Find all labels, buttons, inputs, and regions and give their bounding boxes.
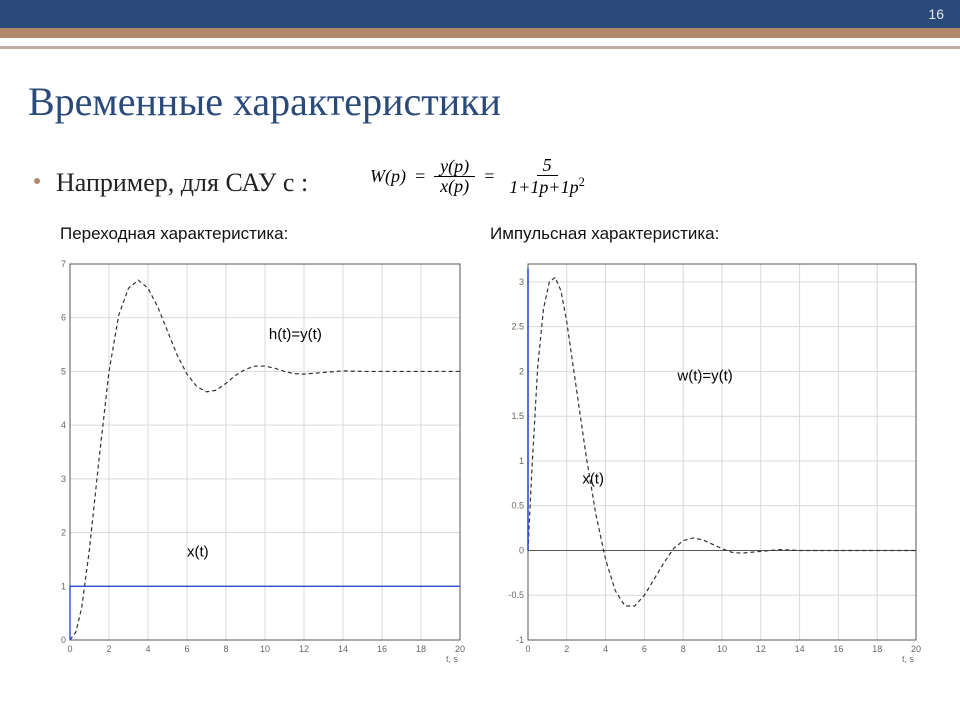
svg-text:0: 0: [525, 644, 530, 654]
svg-text:6: 6: [61, 313, 66, 323]
svg-text:2: 2: [519, 366, 524, 376]
svg-text:1: 1: [519, 456, 524, 466]
svg-text:0.5: 0.5: [511, 501, 524, 511]
svg-text:4: 4: [61, 420, 66, 430]
header-rule: [0, 46, 960, 49]
svg-text:8: 8: [223, 644, 228, 654]
series-label: w(t)=y(t): [676, 367, 732, 384]
svg-text:4: 4: [145, 644, 150, 654]
formula-frac-1: y(p) x(p): [434, 157, 475, 196]
svg-text:0: 0: [519, 545, 524, 555]
page-title: Временные характеристики: [28, 78, 501, 125]
left-chart-title: Переходная характеристика:: [60, 224, 288, 244]
series-label: x(t): [582, 470, 604, 487]
svg-text:5: 5: [61, 366, 66, 376]
svg-text:10: 10: [717, 644, 727, 654]
svg-text:2: 2: [106, 644, 111, 654]
svg-text:18: 18: [872, 644, 882, 654]
bullet-dot-icon: [34, 178, 40, 184]
svg-text:2.5: 2.5: [511, 322, 524, 332]
svg-text:0: 0: [67, 644, 72, 654]
header-accent: [0, 28, 960, 38]
transfer-function-formula: W(p) = y(p) x(p) = 5 1+1p+1p2: [370, 156, 591, 197]
svg-text:18: 18: [416, 644, 426, 654]
svg-text:16: 16: [833, 644, 843, 654]
svg-text:10: 10: [260, 644, 270, 654]
svg-text:3: 3: [519, 277, 524, 287]
svg-text:2: 2: [564, 644, 569, 654]
svg-text:7: 7: [61, 259, 66, 269]
svg-text:12: 12: [756, 644, 766, 654]
svg-text:8: 8: [681, 644, 686, 654]
svg-text:4: 4: [603, 644, 608, 654]
bullet-line: Например, для САУ с :: [34, 168, 308, 198]
svg-text:12: 12: [299, 644, 309, 654]
slide: 16 Временные характеристики Например, дл…: [0, 0, 960, 720]
svg-text:t, s: t, s: [902, 654, 915, 664]
right-chart: 0 2 4 6 8 10 12 14 16 18 20 -1 -0.5 0 0.5 1 1.5 2 2.5 3 t, s…: [492, 256, 922, 666]
formula-frac-2: 5 1+1p+1p2: [503, 156, 591, 197]
series-label: x(t): [187, 544, 209, 561]
svg-text:1.5: 1.5: [511, 411, 524, 421]
svg-text:20: 20: [911, 644, 921, 654]
svg-text:1: 1: [61, 581, 66, 591]
page-number: 16: [928, 6, 944, 22]
left-chart: 0246810121416182001234567t, sh(t)=y(t)x(…: [36, 256, 466, 666]
svg-text:20: 20: [455, 644, 465, 654]
svg-text:6: 6: [184, 644, 189, 654]
svg-text:0: 0: [61, 635, 66, 645]
formula-lhs: W(p): [370, 166, 406, 187]
right-chart-title: Импульсная характеристика:: [490, 224, 719, 244]
svg-text:6: 6: [642, 644, 647, 654]
svg-text:14: 14: [795, 644, 805, 654]
svg-text:3: 3: [61, 474, 66, 484]
svg-text:16: 16: [377, 644, 387, 654]
series-label: h(t)=y(t): [269, 326, 322, 343]
svg-text:-1: -1: [516, 635, 524, 645]
bullet-text: Например, для САУ с :: [56, 168, 308, 198]
svg-text:2: 2: [61, 528, 66, 538]
svg-text:14: 14: [338, 644, 348, 654]
svg-text:t, s: t, s: [446, 654, 459, 664]
svg-text:-0.5: -0.5: [508, 590, 524, 600]
